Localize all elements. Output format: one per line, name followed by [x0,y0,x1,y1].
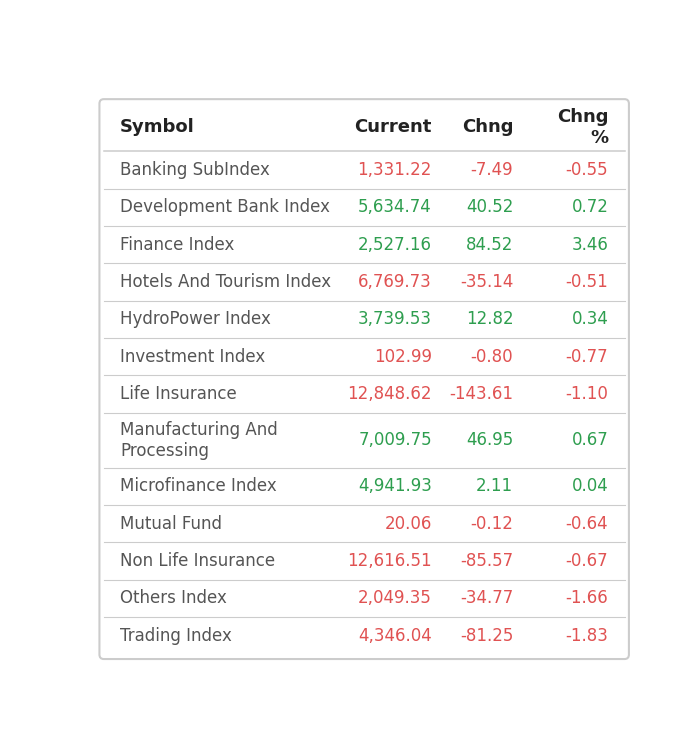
Text: -35.14: -35.14 [460,273,513,291]
Text: -0.64: -0.64 [566,515,608,533]
Text: -143.61: -143.61 [449,385,513,403]
Text: 2,049.35: 2,049.35 [358,589,432,607]
Text: Investment Index: Investment Index [120,348,265,366]
Text: -0.55: -0.55 [566,161,608,179]
Text: -7.49: -7.49 [470,161,513,179]
Text: -0.67: -0.67 [566,552,608,570]
Text: 3.46: 3.46 [571,235,608,253]
Text: 40.52: 40.52 [466,198,513,216]
Text: 2,527.16: 2,527.16 [358,235,432,253]
Text: 2.11: 2.11 [476,478,513,495]
Text: -81.25: -81.25 [460,627,513,644]
Text: Development Bank Index: Development Bank Index [120,198,330,216]
Text: 20.06: 20.06 [384,515,432,533]
Text: 4,941.93: 4,941.93 [358,478,432,495]
Text: 4,346.04: 4,346.04 [358,627,432,644]
Text: 102.99: 102.99 [374,348,432,366]
Text: 0.04: 0.04 [571,478,608,495]
Text: Chng
%: Chng % [556,108,608,147]
Text: Trading Index: Trading Index [120,627,232,644]
Text: Chng: Chng [462,118,513,136]
Text: Microfinance Index: Microfinance Index [120,478,276,495]
Text: 12.82: 12.82 [466,310,513,329]
Text: -0.77: -0.77 [566,348,608,366]
Text: -0.12: -0.12 [470,515,513,533]
Text: Current: Current [355,118,432,136]
Text: -85.57: -85.57 [460,552,513,570]
Text: 1,331.22: 1,331.22 [358,161,432,179]
Text: Mutual Fund: Mutual Fund [120,515,222,533]
Text: Hotels And Tourism Index: Hotels And Tourism Index [120,273,331,291]
Text: 0.67: 0.67 [571,431,608,449]
FancyBboxPatch shape [99,99,629,659]
Text: Banking SubIndex: Banking SubIndex [120,161,270,179]
Text: Symbol: Symbol [120,118,195,136]
Text: 12,848.62: 12,848.62 [347,385,432,403]
Text: 0.72: 0.72 [571,198,608,216]
Text: -1.83: -1.83 [566,627,608,644]
Text: 3,739.53: 3,739.53 [358,310,432,329]
Text: Life Insurance: Life Insurance [120,385,237,403]
Text: -0.51: -0.51 [566,273,608,291]
Text: 6,769.73: 6,769.73 [358,273,432,291]
Text: Manufacturing And
Processing: Manufacturing And Processing [120,421,278,460]
Text: Finance Index: Finance Index [120,235,234,253]
Text: 5,634.74: 5,634.74 [358,198,432,216]
Text: Non Life Insurance: Non Life Insurance [120,552,275,570]
Text: Others Index: Others Index [120,589,227,607]
Text: 0.34: 0.34 [571,310,608,329]
Text: 46.95: 46.95 [466,431,513,449]
Text: -1.10: -1.10 [566,385,608,403]
Text: 12,616.51: 12,616.51 [347,552,432,570]
Text: -1.66: -1.66 [566,589,608,607]
Text: -0.80: -0.80 [470,348,513,366]
Text: HydroPower Index: HydroPower Index [120,310,271,329]
Text: 7,009.75: 7,009.75 [358,431,432,449]
Text: 84.52: 84.52 [466,235,513,253]
Text: -34.77: -34.77 [460,589,513,607]
